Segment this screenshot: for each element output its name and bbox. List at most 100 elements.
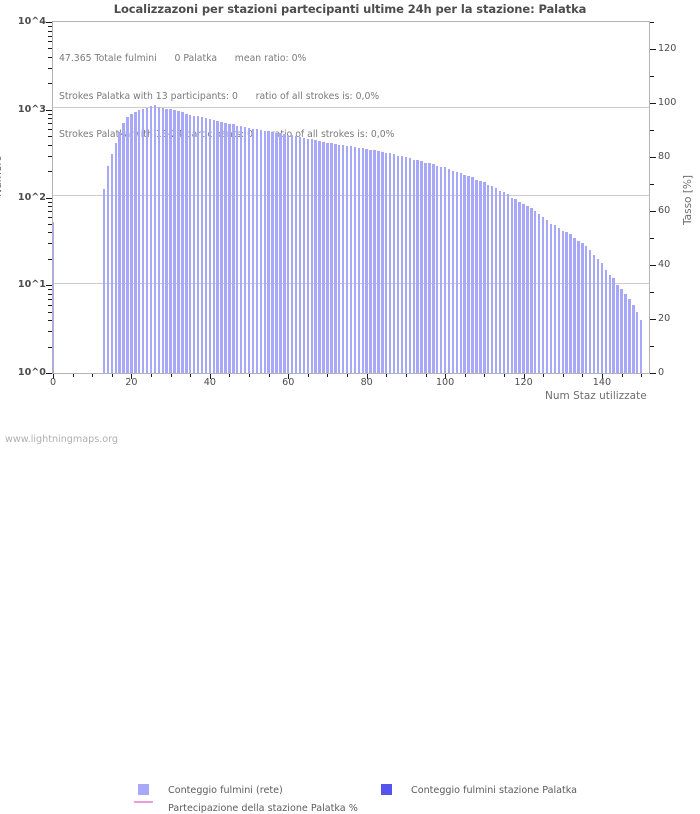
y-tick-left-minor [48, 346, 52, 348]
bar [118, 131, 121, 373]
bar [392, 154, 396, 373]
x-tick-label: 60 [282, 377, 295, 388]
bar [475, 179, 478, 373]
bar [185, 113, 188, 373]
y-tick-label-right: 20 [658, 313, 671, 324]
bar [428, 163, 431, 373]
bar [506, 193, 510, 373]
x-tick [131, 374, 133, 379]
bar [165, 108, 168, 373]
y-tick-right [650, 373, 656, 374]
y-tick-right [650, 265, 656, 266]
bar [436, 165, 439, 373]
y-tick-label-right: 120 [658, 43, 677, 54]
y-tick-left-major [46, 109, 52, 111]
bar [377, 150, 380, 373]
y-tick-left-major [46, 373, 52, 374]
y-tick-left-minor [48, 311, 52, 313]
x-tick [170, 374, 172, 377]
annotation-line-2: Strokes Palatka with 13 participants: 0 … [59, 90, 380, 102]
bar [365, 148, 368, 373]
bar [153, 105, 157, 373]
bar [565, 232, 568, 373]
y-tick-left-minor [48, 35, 52, 37]
bar [432, 164, 435, 373]
bar [322, 141, 325, 373]
bar [369, 149, 372, 373]
bar [114, 142, 117, 373]
bar [447, 169, 451, 373]
y-tick-left-minor [48, 123, 52, 125]
y-tick-left-minor [48, 26, 52, 27]
bar [196, 116, 200, 373]
bar [318, 141, 321, 373]
bar [126, 116, 129, 373]
x-tick [307, 374, 309, 377]
bar [192, 115, 196, 373]
bar [592, 255, 596, 373]
bar [259, 129, 263, 373]
bar [275, 132, 278, 373]
x-axis-label: Num Staz utilizzate [545, 390, 647, 402]
x-tick [386, 374, 388, 377]
bar [385, 152, 388, 373]
y-tick-label-left: 10^2 [17, 191, 46, 203]
bar [494, 187, 498, 373]
bar [302, 137, 306, 373]
y-tick-right [650, 184, 654, 185]
bar [224, 123, 227, 373]
x-tick [621, 374, 623, 377]
x-tick [523, 374, 525, 379]
bar [471, 177, 474, 373]
y-tick-left-minor [48, 67, 52, 69]
bar [577, 240, 580, 373]
x-tick [601, 374, 603, 379]
y-tick-right [650, 22, 654, 23]
y-tick-label-right: 40 [658, 259, 671, 270]
bar [569, 234, 572, 373]
bar [290, 135, 294, 373]
bar [169, 109, 172, 373]
y-tick-left-minor [48, 41, 52, 43]
y-tick-left-minor [48, 136, 52, 138]
y-tick-left-minor [48, 320, 52, 322]
x-tick-label: 0 [49, 377, 57, 388]
y-tick-label-left: 10^4 [17, 16, 46, 27]
bar [263, 130, 266, 373]
bar [443, 167, 447, 373]
bar [502, 192, 506, 373]
bar [236, 125, 239, 373]
legend-swatch-station [381, 784, 392, 795]
y-tick-left-minor [48, 243, 52, 245]
bar [518, 201, 521, 373]
bar [416, 160, 419, 373]
bar [557, 227, 561, 373]
legend-swatch-network [138, 784, 149, 795]
bar [451, 171, 455, 373]
bar [334, 143, 337, 373]
y-tick-left-minor [48, 232, 52, 234]
x-tick [111, 374, 113, 377]
y-tick-label-right: 60 [658, 205, 671, 216]
bar [267, 131, 270, 373]
bar [624, 293, 627, 373]
bar [141, 109, 145, 373]
bar [639, 320, 643, 373]
y-tick-left-minor [48, 298, 52, 300]
bar [498, 190, 502, 373]
bar [561, 230, 564, 373]
bar [632, 304, 635, 373]
bar [255, 129, 259, 373]
x-tick [229, 374, 231, 377]
y-tick-left-minor [48, 118, 52, 120]
page-title: Localizzazoni per stazioni partecipanti … [113, 2, 587, 16]
y-tick-right [650, 346, 654, 347]
legend-label-station: Conteggio fulmini stazione Palatka [411, 785, 578, 796]
bar [463, 175, 466, 373]
x-tick [53, 374, 54, 379]
bar [479, 180, 482, 373]
y-tick-left-minor [48, 30, 52, 32]
bar-series-network [53, 22, 649, 373]
y-tick-right [650, 211, 656, 212]
bar [636, 311, 639, 373]
